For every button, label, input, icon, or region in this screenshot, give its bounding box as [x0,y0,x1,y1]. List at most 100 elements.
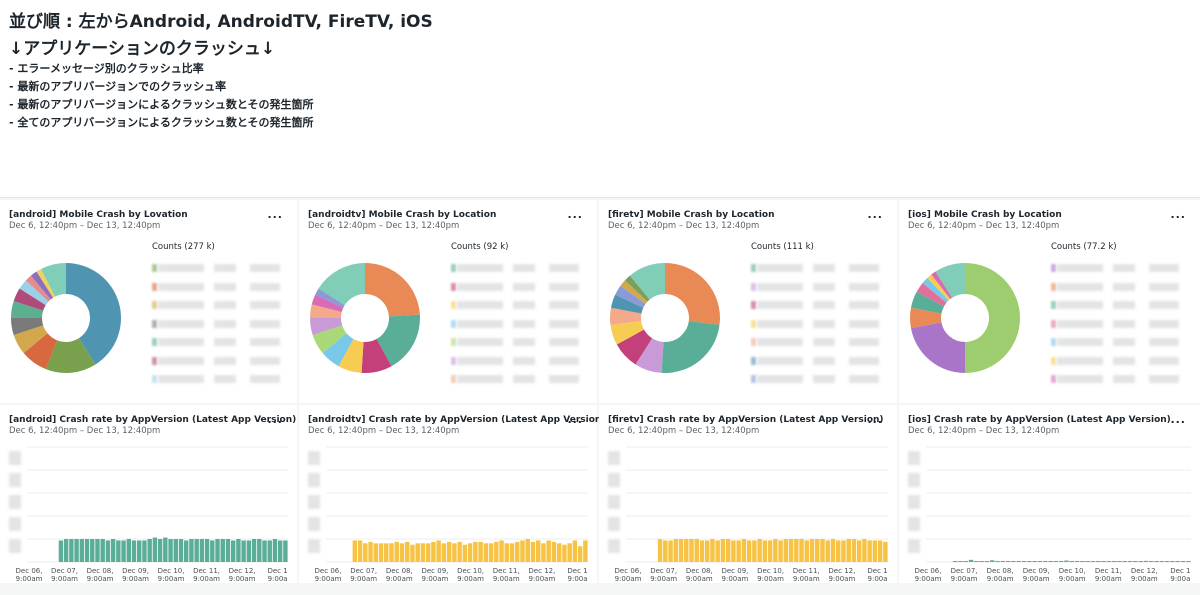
legend-row[interactable] [751,319,885,328]
bar[interactable] [715,540,720,562]
pie-slice[interactable] [661,321,720,373]
bar[interactable] [968,559,974,562]
bar[interactable] [520,540,525,562]
legend-row[interactable] [451,356,585,365]
panel-menu-button[interactable]: ... [1170,208,1186,221]
bar[interactable] [699,540,705,562]
bar[interactable] [668,540,673,562]
legend-row[interactable] [451,375,585,383]
bar[interactable] [684,539,689,562]
bar[interactable] [251,539,257,562]
bar[interactable] [110,539,116,562]
bar[interactable] [157,539,163,562]
bar[interactable] [809,539,815,562]
bar[interactable] [525,539,530,562]
bar[interactable] [352,540,358,562]
pie-slice[interactable] [311,294,344,313]
bar[interactable] [1000,561,1006,562]
bar[interactable] [173,539,178,562]
bar[interactable] [384,543,389,562]
bar[interactable] [1096,561,1101,562]
bar[interactable] [673,539,678,562]
pie-slice[interactable] [318,263,365,306]
pie-slice[interactable] [312,325,347,354]
bar[interactable] [577,546,583,562]
panel-menu-button[interactable]: ... [1170,413,1186,426]
bar[interactable] [452,543,457,562]
bar[interactable] [126,539,131,562]
bar[interactable] [1080,561,1085,562]
panel-menu-button[interactable]: ... [867,413,883,426]
legend-row[interactable] [1051,375,1185,383]
bar[interactable] [530,541,536,562]
bar[interactable] [1180,561,1186,562]
pie-slice[interactable] [310,318,343,335]
bar[interactable] [368,541,373,562]
pie-slice[interactable] [910,322,965,373]
pie-slice[interactable] [935,263,965,298]
bar[interactable] [90,539,95,562]
bar[interactable] [499,540,504,562]
bar[interactable] [277,540,283,562]
bar[interactable] [731,540,736,562]
bar[interactable] [184,540,189,562]
bar[interactable] [215,539,220,562]
bar[interactable] [262,540,267,562]
bar[interactable] [152,537,158,562]
pie-slice[interactable] [610,321,644,345]
legend-row[interactable] [751,282,885,291]
bar[interactable] [168,539,173,562]
bar[interactable] [1090,561,1096,562]
legend-row[interactable] [1051,338,1185,346]
bar[interactable] [984,561,990,562]
bar[interactable] [1027,561,1032,562]
panel-menu-button[interactable]: ... [867,208,883,221]
bar[interactable] [778,540,783,562]
bar[interactable] [872,540,878,562]
pie-slice[interactable] [365,263,420,317]
bar[interactable] [230,540,236,562]
bar[interactable] [446,541,452,562]
bar[interactable] [357,540,363,562]
bar[interactable] [1069,561,1075,562]
bar[interactable] [1058,561,1064,562]
bar[interactable] [283,540,288,562]
bar[interactable] [536,540,541,562]
pie-slice[interactable] [338,339,364,373]
bar[interactable] [741,539,747,562]
legend-row[interactable] [1051,301,1185,309]
pie-slice[interactable] [922,277,949,303]
bar[interactable] [178,539,184,562]
bar[interactable] [862,539,867,562]
bar[interactable] [752,540,757,562]
bar[interactable] [399,543,405,562]
legend-row[interactable] [1051,356,1185,365]
bar[interactable] [79,539,85,562]
bar[interactable] [373,543,378,562]
bar[interactable] [963,561,969,562]
bar[interactable] [851,539,857,562]
bar[interactable] [63,539,69,562]
bar[interactable] [220,539,225,562]
bar[interactable] [836,540,841,562]
bar[interactable] [990,560,995,562]
bar[interactable] [773,539,778,562]
bar[interactable] [995,561,1000,562]
bar[interactable] [1101,561,1106,562]
pie-slice[interactable] [931,271,953,300]
bar[interactable] [877,540,883,562]
bar[interactable] [1154,561,1159,562]
legend-row[interactable] [751,356,885,365]
legend-row[interactable] [152,301,286,309]
bar[interactable] [394,541,399,562]
legend-row[interactable] [1051,282,1185,291]
bar[interactable] [1037,561,1043,562]
bar[interactable] [436,540,441,562]
pie-slice[interactable] [11,318,44,335]
bar[interactable] [663,540,668,562]
legend-row[interactable] [451,338,585,346]
bar[interactable] [163,537,168,562]
bar[interactable] [1127,561,1133,562]
legend-row[interactable] [451,301,585,309]
legend-row[interactable] [451,282,585,291]
